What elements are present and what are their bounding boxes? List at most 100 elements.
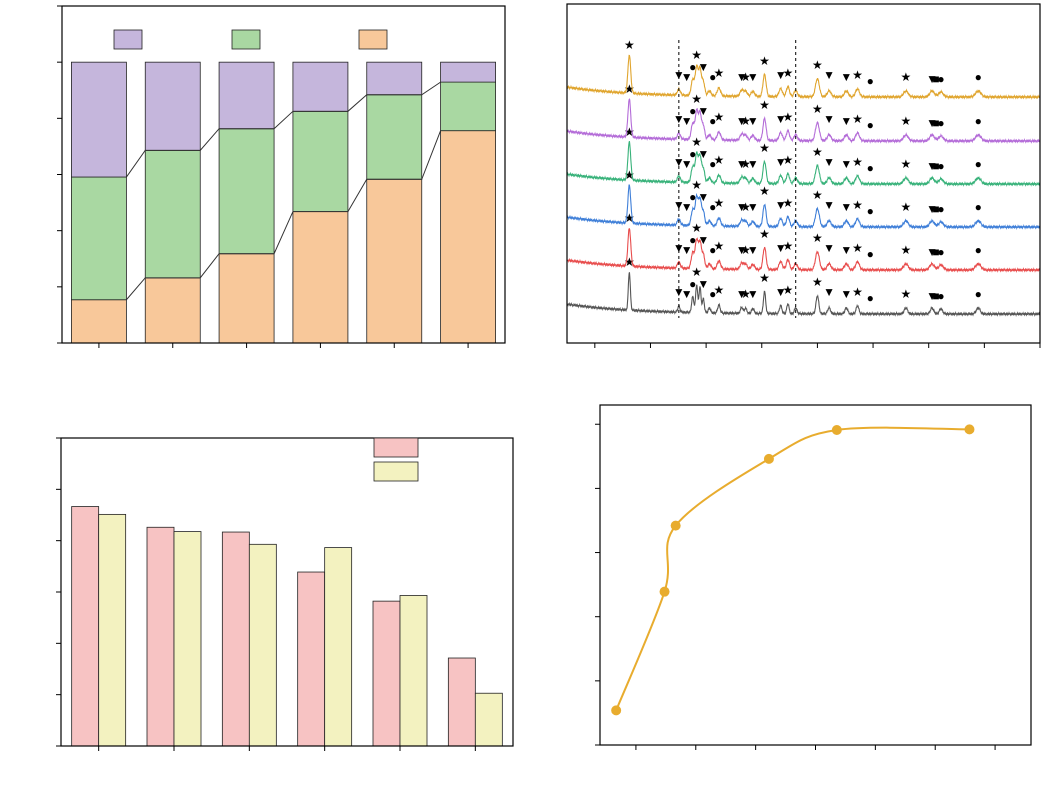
peak-marker: ▼ <box>840 114 852 128</box>
bar <box>173 531 202 747</box>
peak-marker: ● <box>937 72 944 86</box>
peak-marker: ★ <box>812 102 823 116</box>
peak-marker: ★ <box>691 48 702 62</box>
data-point <box>831 425 842 436</box>
peak-marker: ★ <box>852 155 863 169</box>
connector-line <box>126 81 441 178</box>
peak-marker: ● <box>867 247 874 261</box>
connector-line <box>126 130 442 301</box>
peak-marker: ● <box>867 204 874 218</box>
bar-segment <box>144 61 201 151</box>
peak-marker: ▼ <box>681 157 693 171</box>
peak-marker: ▼ <box>736 287 748 301</box>
data-point <box>611 705 622 716</box>
peak-marker: ▼ <box>926 72 938 86</box>
peak-marker: ★ <box>714 239 725 253</box>
peak-marker: ● <box>975 157 982 171</box>
peak-marker: ■ <box>932 289 939 303</box>
peak-marker: ● <box>689 233 696 247</box>
data-point <box>964 424 975 435</box>
peak-marker: ▼ <box>840 287 852 301</box>
peak-marker: ★ <box>901 70 912 84</box>
peak-marker: ★ <box>852 198 863 212</box>
peak-marker: ▼ <box>823 112 835 126</box>
bar <box>324 547 353 747</box>
peak-marker: ▼ <box>697 60 709 74</box>
peak-marker: ▼ <box>697 277 709 291</box>
peak-marker: ● <box>975 200 982 214</box>
peak-marker: ★ <box>852 241 863 255</box>
peak-marker: ★ <box>691 135 702 149</box>
peak-marker: ★ <box>783 110 794 124</box>
peak-marker: ★ <box>714 110 725 124</box>
panel-d <box>595 404 1032 750</box>
peak-marker: ▼ <box>775 285 787 299</box>
peak-marker: ▼ <box>926 159 938 173</box>
xrd-pattern-line <box>566 272 1041 318</box>
peak-marker: ★ <box>812 188 823 202</box>
peak-marker: ▼ <box>673 241 685 255</box>
peak-marker: ★ <box>714 283 725 297</box>
peak-marker: ▼ <box>736 200 748 214</box>
peak-marker: ▼ <box>775 241 787 255</box>
peak-marker: ★ <box>691 221 702 235</box>
peak-marker: ★ <box>783 196 794 210</box>
bar-segment <box>366 94 423 180</box>
peak-marker: ■ <box>932 245 939 259</box>
peak-marker: ★ <box>759 54 770 68</box>
bar-segment <box>292 61 349 112</box>
peak-marker: ▼ <box>823 241 835 255</box>
peak-marker: ▼ <box>747 200 759 214</box>
peak-marker: ● <box>937 245 944 259</box>
peak-marker: ★ <box>740 287 751 301</box>
bar <box>372 600 401 747</box>
peak-marker: ● <box>689 277 696 291</box>
xrd-pattern-line <box>566 184 1041 230</box>
peak-marker: ● <box>689 104 696 118</box>
peak-marker: ● <box>975 114 982 128</box>
peak-marker: ▼ <box>747 287 759 301</box>
legend-swatch <box>373 437 419 458</box>
peak-marker: ● <box>709 200 716 214</box>
peak-marker: ● <box>689 190 696 204</box>
legend-swatch <box>358 29 388 50</box>
peak-marker: ▼ <box>697 233 709 247</box>
bar-segment <box>292 110 349 212</box>
peak-marker: ▼ <box>736 70 748 84</box>
peak-marker: ▼ <box>736 114 748 128</box>
peak-marker: ▼ <box>681 287 693 301</box>
peak-marker: ▼ <box>681 114 693 128</box>
peak-marker: ▼ <box>823 68 835 82</box>
peak-marker: ★ <box>740 243 751 257</box>
peak-marker: ▼ <box>775 198 787 212</box>
peak-marker: ■ <box>932 202 939 216</box>
legend-swatch <box>113 29 143 50</box>
peak-marker: ● <box>709 70 716 84</box>
peak-marker: ▼ <box>775 155 787 169</box>
peak-marker: ▼ <box>736 243 748 257</box>
bar-segment <box>71 299 127 344</box>
bar <box>297 571 326 747</box>
bar <box>447 657 476 747</box>
peak-marker: ★ <box>783 66 794 80</box>
peak-marker: ● <box>689 147 696 161</box>
peak-marker: ★ <box>740 200 751 214</box>
peak-marker: ● <box>709 243 716 257</box>
peak-marker: ★ <box>759 98 770 112</box>
data-point <box>670 520 681 531</box>
peak-marker: ● <box>709 114 716 128</box>
peak-marker: ▼ <box>840 157 852 171</box>
bar-segment <box>218 61 275 130</box>
peak-marker: ★ <box>759 227 770 241</box>
peak-marker: ★ <box>740 70 751 84</box>
peak-marker: ▼ <box>697 190 709 204</box>
bar-segment <box>218 128 275 255</box>
legend-swatch <box>231 29 261 50</box>
bar-segment <box>440 130 496 344</box>
peak-marker: ▼ <box>926 245 938 259</box>
peak-marker: ★ <box>901 157 912 171</box>
bar <box>71 506 100 747</box>
peak-marker: ★ <box>901 287 912 301</box>
peak-marker: ★ <box>714 66 725 80</box>
